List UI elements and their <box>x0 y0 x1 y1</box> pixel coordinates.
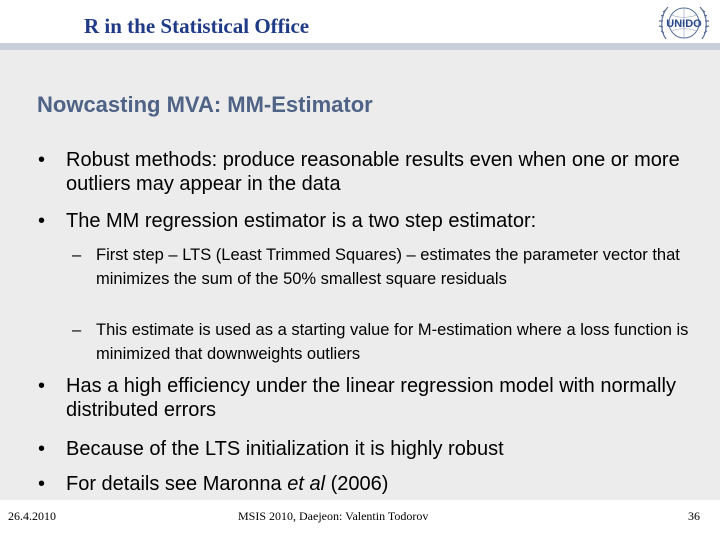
bullet-text: The MM regression estimator is a two ste… <box>66 210 537 232</box>
content-panel <box>0 50 720 500</box>
header-divider <box>0 43 720 50</box>
citation-suffix: (2006) <box>325 473 389 495</box>
dash-icon: – <box>72 321 82 339</box>
slide-title: Nowcasting MVA: MM-Estimator <box>37 92 373 117</box>
bullet-dot-icon: • <box>38 375 46 397</box>
bullet-text: For details see Maronna et al (2006) <box>66 472 706 496</box>
unido-logo-icon: UNIDO <box>658 6 710 40</box>
bullet-dot-icon: • <box>38 149 46 171</box>
header-title: R in the Statistical Office <box>84 14 310 38</box>
dash-icon: – <box>72 246 82 264</box>
bullet-text: Because of the LTS initialization it is … <box>66 438 504 460</box>
sub-bullet-text: First step – LTS (Least Trimmed Squares)… <box>96 246 680 288</box>
bullet-dot-icon: • <box>38 438 46 460</box>
logo-text: UNIDO <box>666 18 702 30</box>
sub-bullet-text: This estimate is used as a starting valu… <box>96 321 689 363</box>
citation-italic: et al <box>287 473 326 495</box>
bullet-text: Robust methods: produce reasonable resul… <box>66 149 680 195</box>
footer-page-number: 36 <box>688 509 700 523</box>
citation-prefix: For details see Maronna <box>66 473 288 495</box>
bullet-text: Has a high efficiency under the linear r… <box>66 375 676 421</box>
bullet-dot-icon: • <box>38 473 46 495</box>
bullet-dot-icon: • <box>38 210 46 232</box>
footer-date: 26.4.2010 <box>8 509 56 523</box>
footer-center: MSIS 2010, Daejeon: Valentin Todorov <box>238 509 429 523</box>
